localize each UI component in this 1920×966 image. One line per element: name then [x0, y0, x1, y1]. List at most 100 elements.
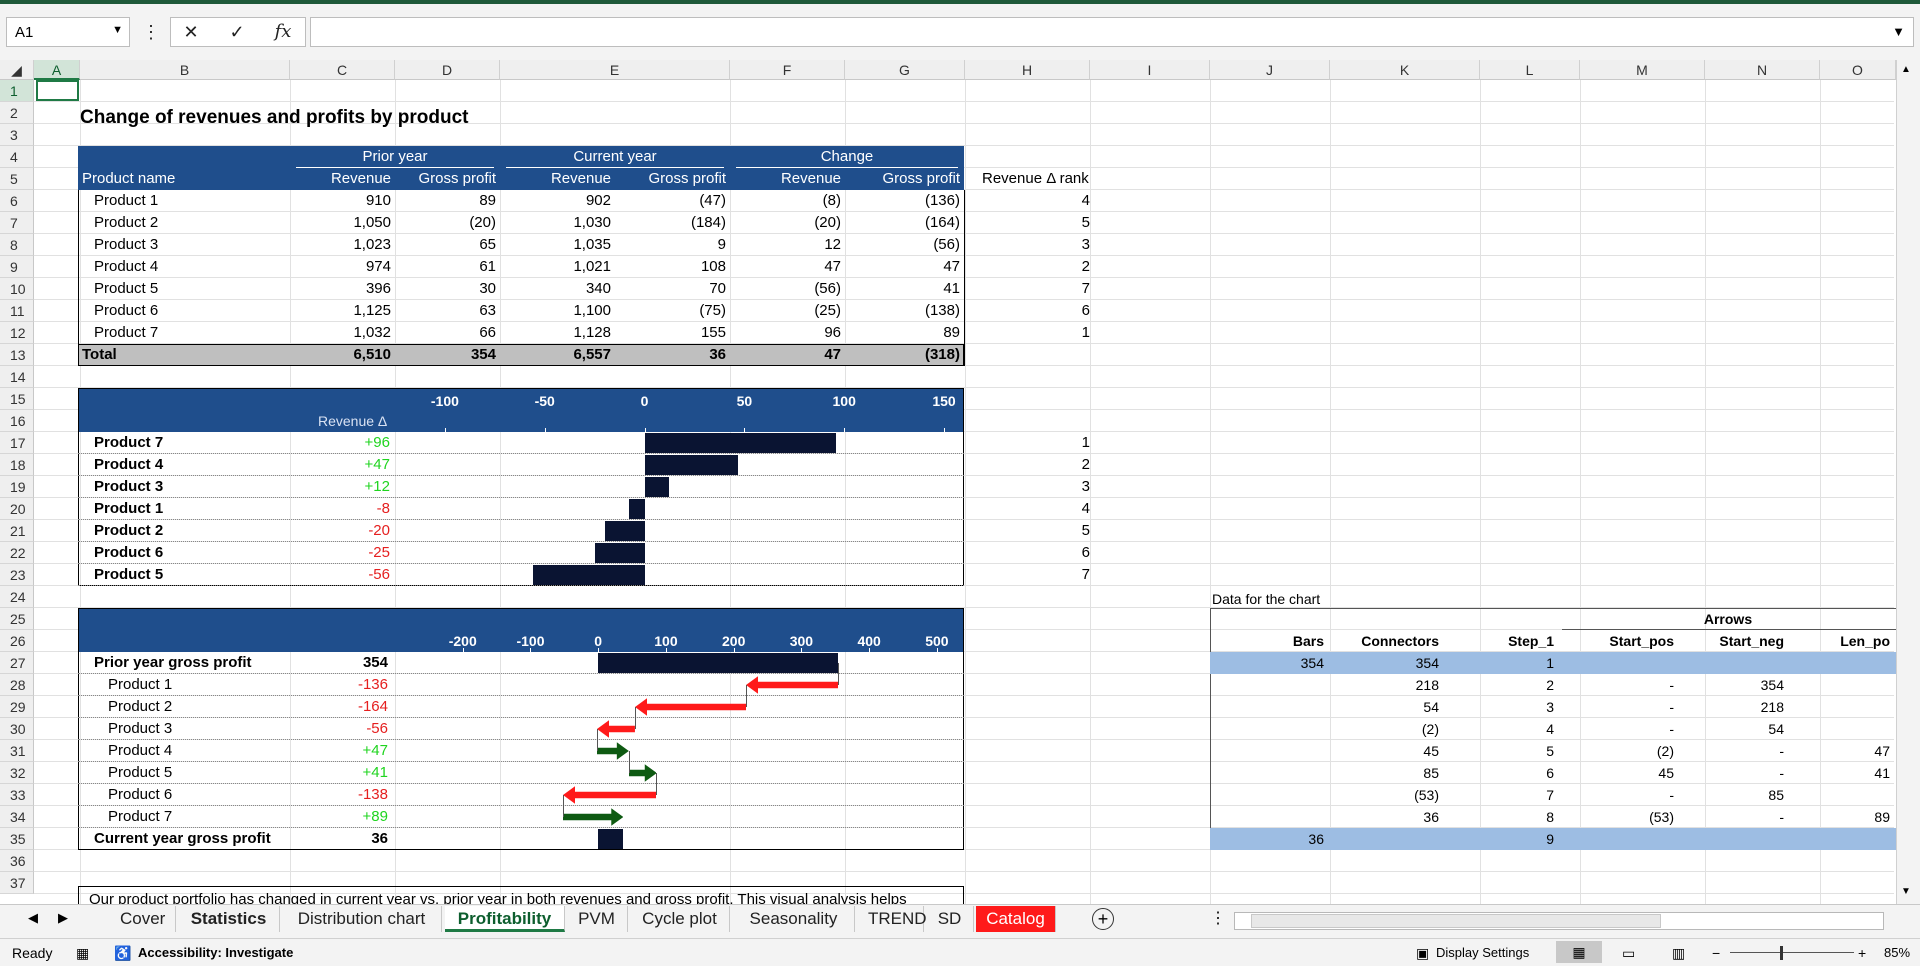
row-header-37[interactable]: 37: [0, 872, 34, 894]
row-header-12[interactable]: 12: [0, 322, 34, 344]
horizontal-scrollbar[interactable]: [1234, 912, 1884, 930]
more-options-icon[interactable]: ⋮: [142, 22, 160, 42]
row-header-14[interactable]: 14: [0, 366, 34, 388]
vertical-scrollbar[interactable]: ▲ ▼: [1896, 60, 1920, 904]
zoom-in-icon[interactable]: +: [1858, 945, 1867, 961]
add-sheet-icon[interactable]: +: [1092, 908, 1114, 930]
row-header-27[interactable]: 27: [0, 652, 34, 674]
row-header-3[interactable]: 3: [0, 124, 34, 146]
select-all-button[interactable]: ◢: [0, 60, 34, 80]
chart1-category: Product 5: [94, 566, 164, 583]
display-settings[interactable]: Display Settings: [1436, 945, 1530, 960]
row-header-15[interactable]: 15: [0, 388, 34, 410]
row-header-28[interactable]: 28: [0, 674, 34, 696]
page-layout-icon[interactable]: ▭: [1622, 945, 1636, 961]
sheet-tab-catalog[interactable]: Catalog: [976, 906, 1056, 932]
sheet-tab-cycle-plot[interactable]: Cycle plot: [630, 906, 730, 932]
row-header-5[interactable]: 5: [0, 168, 34, 190]
column-header-e[interactable]: E: [500, 60, 730, 80]
total-row: [78, 344, 964, 366]
enter-icon[interactable]: ✓: [229, 22, 245, 42]
name-box[interactable]: A1 ▼: [6, 17, 130, 47]
accessibility-status[interactable]: Accessibility: Investigate: [138, 945, 294, 960]
rank-cell: 1: [1081, 324, 1090, 341]
row-header-36[interactable]: 36: [0, 850, 34, 872]
column-header-i[interactable]: I: [1090, 60, 1210, 80]
sheet-tab-seasonality[interactable]: Seasonality: [733, 906, 855, 932]
row-header-6[interactable]: 6: [0, 190, 34, 212]
row-header-34[interactable]: 34: [0, 806, 34, 828]
side-table-cell: -: [1669, 677, 1674, 693]
sheet-tab-pvm[interactable]: PVM: [566, 906, 628, 932]
zoom-out-icon[interactable]: −: [1712, 945, 1721, 961]
row-header-16[interactable]: 16: [0, 410, 34, 432]
row-header-18[interactable]: 18: [0, 454, 34, 476]
column-header-d[interactable]: D: [395, 60, 500, 80]
chart2-category: Product 3: [108, 720, 173, 737]
insert-function-icon[interactable]: fx: [274, 21, 292, 42]
column-header-o[interactable]: O: [1820, 60, 1896, 80]
product-name: Product 1: [94, 192, 159, 209]
row-header-1[interactable]: 1: [0, 80, 34, 102]
display-settings-icon[interactable]: ▣: [1416, 945, 1430, 961]
row-header-35[interactable]: 35: [0, 828, 34, 850]
column-header-h[interactable]: H: [965, 60, 1090, 80]
macro-icon[interactable]: ▦: [76, 945, 90, 961]
row-header-33[interactable]: 33: [0, 784, 34, 806]
selected-cell[interactable]: [36, 80, 79, 101]
column-header-n[interactable]: N: [1705, 60, 1820, 80]
row-header-19[interactable]: 19: [0, 476, 34, 498]
row-header-21[interactable]: 21: [0, 520, 34, 542]
column-header-g[interactable]: G: [845, 60, 965, 80]
row-header-24[interactable]: 24: [0, 586, 34, 608]
row-header-8[interactable]: 8: [0, 234, 34, 256]
page-break-icon[interactable]: ▥: [1672, 945, 1686, 961]
scroll-down-icon[interactable]: ▼: [1901, 886, 1911, 897]
sheet-tab-distribution-chart[interactable]: Distribution chart: [282, 906, 442, 932]
prev-sheet-icon[interactable]: ◀: [28, 910, 38, 925]
scroll-up-icon[interactable]: ▲: [1901, 64, 1911, 75]
row-header-20[interactable]: 20: [0, 498, 34, 520]
sheet-tab-statistics[interactable]: Statistics: [178, 906, 280, 932]
sheet-tab-cover[interactable]: Cover: [110, 906, 176, 932]
column-header-a[interactable]: A: [34, 60, 80, 80]
row-header-32[interactable]: 32: [0, 762, 34, 784]
sheet-tab-trend[interactable]: TREND: [858, 906, 927, 932]
zoom-slider-thumb[interactable]: [1780, 946, 1783, 960]
row-header-31[interactable]: 31: [0, 740, 34, 762]
cancel-icon[interactable]: ✕: [183, 22, 199, 42]
chevron-down-icon[interactable]: ▼: [112, 24, 123, 36]
zoom-slider[interactable]: [1730, 952, 1854, 953]
row-header-30[interactable]: 30: [0, 718, 34, 740]
column-header-j[interactable]: J: [1210, 60, 1330, 80]
column-header-m[interactable]: M: [1580, 60, 1705, 80]
column-header-b[interactable]: B: [80, 60, 290, 80]
formula-input[interactable]: ▼: [310, 17, 1914, 47]
column-header-f[interactable]: F: [730, 60, 845, 80]
chevron-down-icon[interactable]: ▼: [1892, 24, 1905, 39]
column-header-c[interactable]: C: [290, 60, 395, 80]
row-header-22[interactable]: 22: [0, 542, 34, 564]
row-header-25[interactable]: 25: [0, 608, 34, 630]
sheet-tab-sd[interactable]: SD: [926, 906, 974, 932]
row-header-26[interactable]: 26: [0, 630, 34, 652]
scroll-thumb[interactable]: [1251, 914, 1661, 928]
side-table-cell: (2): [1656, 743, 1674, 759]
row-header-9[interactable]: 9: [0, 256, 34, 278]
row-header-29[interactable]: 29: [0, 696, 34, 718]
row-header-17[interactable]: 17: [0, 432, 34, 454]
row-header-11[interactable]: 11: [0, 300, 34, 322]
normal-view-icon[interactable]: ▦: [1556, 941, 1602, 963]
row-header-10[interactable]: 10: [0, 278, 34, 300]
row-header-23[interactable]: 23: [0, 564, 34, 586]
next-sheet-icon[interactable]: ▶: [58, 910, 68, 925]
column-header-k[interactable]: K: [1330, 60, 1480, 80]
row-header-13[interactable]: 13: [0, 344, 34, 366]
more-options-icon[interactable]: ⋮: [1210, 910, 1226, 927]
row-header-2[interactable]: 2: [0, 102, 34, 124]
row-header-4[interactable]: 4: [0, 146, 34, 168]
row-header-7[interactable]: 7: [0, 212, 34, 234]
column-header-l[interactable]: L: [1480, 60, 1580, 80]
sheet-tab-profitability[interactable]: Profitability: [445, 906, 565, 932]
accessibility-icon[interactable]: ♿: [114, 945, 132, 961]
